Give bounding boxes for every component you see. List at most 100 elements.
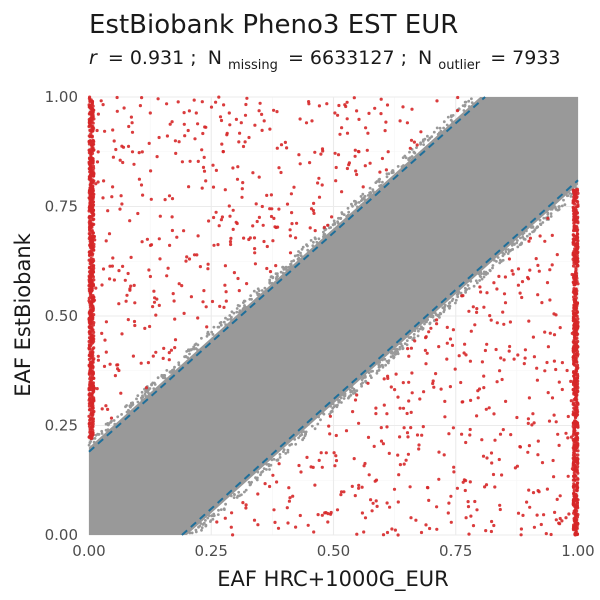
outlier-point: [381, 442, 385, 446]
outlier-point: [558, 494, 562, 498]
outlier-point: [168, 243, 172, 247]
non-outlier-point: [336, 403, 339, 407]
outlier-point: [575, 196, 579, 200]
outlier-point: [165, 102, 169, 106]
non-outlier-point: [491, 264, 495, 267]
non-outlier-point: [177, 363, 181, 367]
outlier-point: [508, 320, 512, 324]
outlier-point: [357, 486, 361, 490]
outlier-point: [90, 111, 94, 115]
outlier-point: [335, 508, 340, 512]
reference-line: [88, 96, 486, 453]
non-outlier-point: [364, 379, 367, 383]
outlier-point: [132, 319, 137, 324]
outlier-point: [427, 330, 431, 334]
non-outlier-point: [298, 434, 302, 438]
outlier-point: [147, 268, 151, 272]
outlier-point: [467, 309, 471, 313]
non-outlier-point: [296, 253, 300, 257]
non-outlier-point: [339, 396, 343, 400]
outlier-point: [575, 521, 579, 525]
outlier-point: [145, 237, 149, 241]
outlier-point: [572, 224, 576, 228]
outlier-point: [342, 490, 346, 494]
outlier-point: [247, 237, 251, 242]
non-outlier-point: [207, 514, 211, 518]
non-outlier-point: [415, 327, 419, 330]
outlier-point: [397, 473, 401, 477]
outlier-point: [575, 438, 580, 442]
non-outlier-point: [128, 404, 132, 407]
outlier-point: [407, 380, 411, 384]
outlier-point: [408, 146, 412, 150]
outlier-point: [88, 422, 92, 426]
outlier-point: [155, 155, 159, 159]
outlier-point: [294, 525, 298, 529]
outlier-point: [91, 234, 95, 238]
outlier-point: [265, 193, 269, 197]
outlier-point: [380, 156, 384, 161]
outlier-point: [224, 290, 228, 294]
outlier-point: [91, 284, 95, 288]
outlier-point: [355, 532, 359, 536]
subtitle-n-missing-value: = 6633127 ;: [288, 47, 407, 69]
outlier-point: [94, 286, 98, 290]
non-outlier-point: [309, 239, 313, 242]
outlier-point: [443, 415, 447, 419]
non-outlier-point: [359, 195, 363, 198]
non-outlier-point: [232, 493, 236, 496]
outlier-point: [560, 361, 565, 365]
outlier-point: [550, 233, 554, 237]
subtitle-n-outlier-value: = 7933: [490, 47, 560, 69]
non-outlier-point: [422, 143, 425, 147]
non-outlier-point: [423, 322, 426, 326]
outlier-point: [307, 102, 311, 106]
outlier-point: [345, 131, 350, 135]
outlier-point: [528, 268, 532, 272]
non-outlier-point: [431, 314, 435, 318]
outlier-point: [88, 186, 92, 191]
outlier-point: [410, 391, 414, 395]
y-tick-label: 0.50: [45, 307, 78, 325]
non-outlier-point: [165, 369, 169, 372]
outlier-point: [206, 262, 210, 266]
outlier-point: [448, 385, 452, 389]
outlier-point: [137, 151, 141, 155]
outlier-point: [224, 299, 228, 303]
outlier-points: [87, 95, 580, 537]
outlier-point: [236, 276, 240, 281]
outlier-point: [132, 162, 136, 166]
outlier-point: [126, 318, 130, 322]
outlier-point: [89, 150, 93, 154]
y-axis-ticks: 0.00 0.25 0.50 0.75 1.00: [45, 88, 78, 544]
outlier-point: [138, 104, 142, 108]
outlier-point: [211, 163, 215, 167]
outlier-point: [545, 360, 549, 365]
non-outlier-point: [459, 291, 463, 295]
outlier-point: [148, 111, 152, 115]
non-outlier-point: [177, 361, 181, 364]
outlier-point: [297, 153, 301, 157]
outlier-point: [572, 228, 576, 232]
outlier-point: [398, 435, 402, 439]
outlier-point: [87, 280, 91, 284]
outlier-point: [531, 491, 536, 495]
outlier-point: [95, 387, 99, 391]
outlier-point: [88, 321, 92, 326]
outlier-point: [320, 465, 324, 469]
outlier-point: [574, 331, 578, 335]
outlier-point: [276, 526, 281, 530]
non-outlier-point: [477, 272, 481, 276]
non-outlier-point: [116, 415, 120, 419]
non-outlier-point: [210, 330, 214, 334]
outlier-point: [91, 231, 95, 235]
non-outlier-point: [442, 120, 446, 124]
outlier-point: [520, 295, 524, 300]
outlier-point: [500, 377, 504, 382]
non-outlier-point: [252, 289, 256, 293]
outlier-point: [543, 239, 547, 243]
outlier-point: [149, 169, 153, 173]
outlier-point: [402, 462, 406, 466]
outlier-point: [328, 414, 332, 418]
non-outlier-point: [271, 276, 275, 280]
